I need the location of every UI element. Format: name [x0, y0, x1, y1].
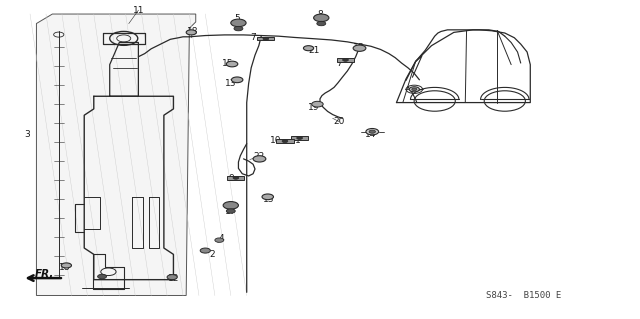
Text: 21: 21 — [308, 46, 319, 55]
Circle shape — [409, 87, 419, 92]
Text: 7: 7 — [336, 59, 342, 68]
Circle shape — [317, 21, 326, 26]
Text: 4: 4 — [218, 234, 224, 243]
Text: 12: 12 — [168, 274, 179, 283]
Circle shape — [231, 19, 246, 27]
Text: 3: 3 — [24, 130, 29, 139]
Circle shape — [262, 194, 273, 200]
Circle shape — [412, 88, 417, 91]
Text: FR.: FR. — [35, 269, 54, 278]
Text: 1: 1 — [295, 136, 301, 145]
Circle shape — [342, 58, 348, 61]
Circle shape — [98, 274, 106, 279]
Circle shape — [234, 26, 243, 31]
Text: S843-  B1500 E: S843- B1500 E — [486, 291, 561, 300]
Text: 15: 15 — [222, 59, 234, 68]
Circle shape — [227, 61, 238, 67]
Text: 7: 7 — [250, 33, 256, 42]
Circle shape — [167, 275, 177, 280]
Circle shape — [312, 101, 323, 107]
Text: 9: 9 — [228, 174, 234, 183]
Text: 8: 8 — [317, 10, 323, 19]
Text: 10: 10 — [269, 136, 281, 145]
Circle shape — [297, 137, 303, 139]
Circle shape — [215, 238, 224, 242]
Text: 19: 19 — [308, 103, 319, 112]
Circle shape — [200, 248, 211, 253]
Text: 14: 14 — [365, 130, 377, 139]
Circle shape — [186, 30, 196, 35]
Circle shape — [263, 37, 269, 40]
Bar — [276, 139, 294, 143]
Bar — [257, 37, 275, 41]
Circle shape — [253, 156, 266, 162]
Text: 22: 22 — [254, 152, 265, 161]
Circle shape — [282, 140, 288, 143]
Polygon shape — [36, 14, 196, 295]
Circle shape — [61, 263, 72, 268]
Circle shape — [233, 176, 239, 179]
Circle shape — [353, 45, 366, 51]
Bar — [291, 136, 308, 140]
Text: 16: 16 — [353, 43, 364, 52]
Text: 13: 13 — [225, 79, 237, 88]
Text: 13: 13 — [263, 195, 275, 204]
Bar — [227, 176, 244, 180]
Circle shape — [227, 209, 236, 213]
Text: 20: 20 — [333, 117, 345, 126]
Circle shape — [369, 130, 376, 133]
Text: 18: 18 — [60, 263, 71, 271]
Circle shape — [314, 14, 329, 22]
Text: 11: 11 — [132, 6, 144, 15]
Circle shape — [366, 129, 379, 135]
Circle shape — [223, 202, 239, 209]
Circle shape — [232, 77, 243, 83]
Text: 5: 5 — [234, 14, 240, 23]
Circle shape — [303, 46, 314, 51]
Text: 17: 17 — [225, 207, 237, 216]
Text: 18: 18 — [187, 27, 198, 36]
Text: 2: 2 — [209, 250, 214, 259]
Bar — [337, 58, 354, 62]
